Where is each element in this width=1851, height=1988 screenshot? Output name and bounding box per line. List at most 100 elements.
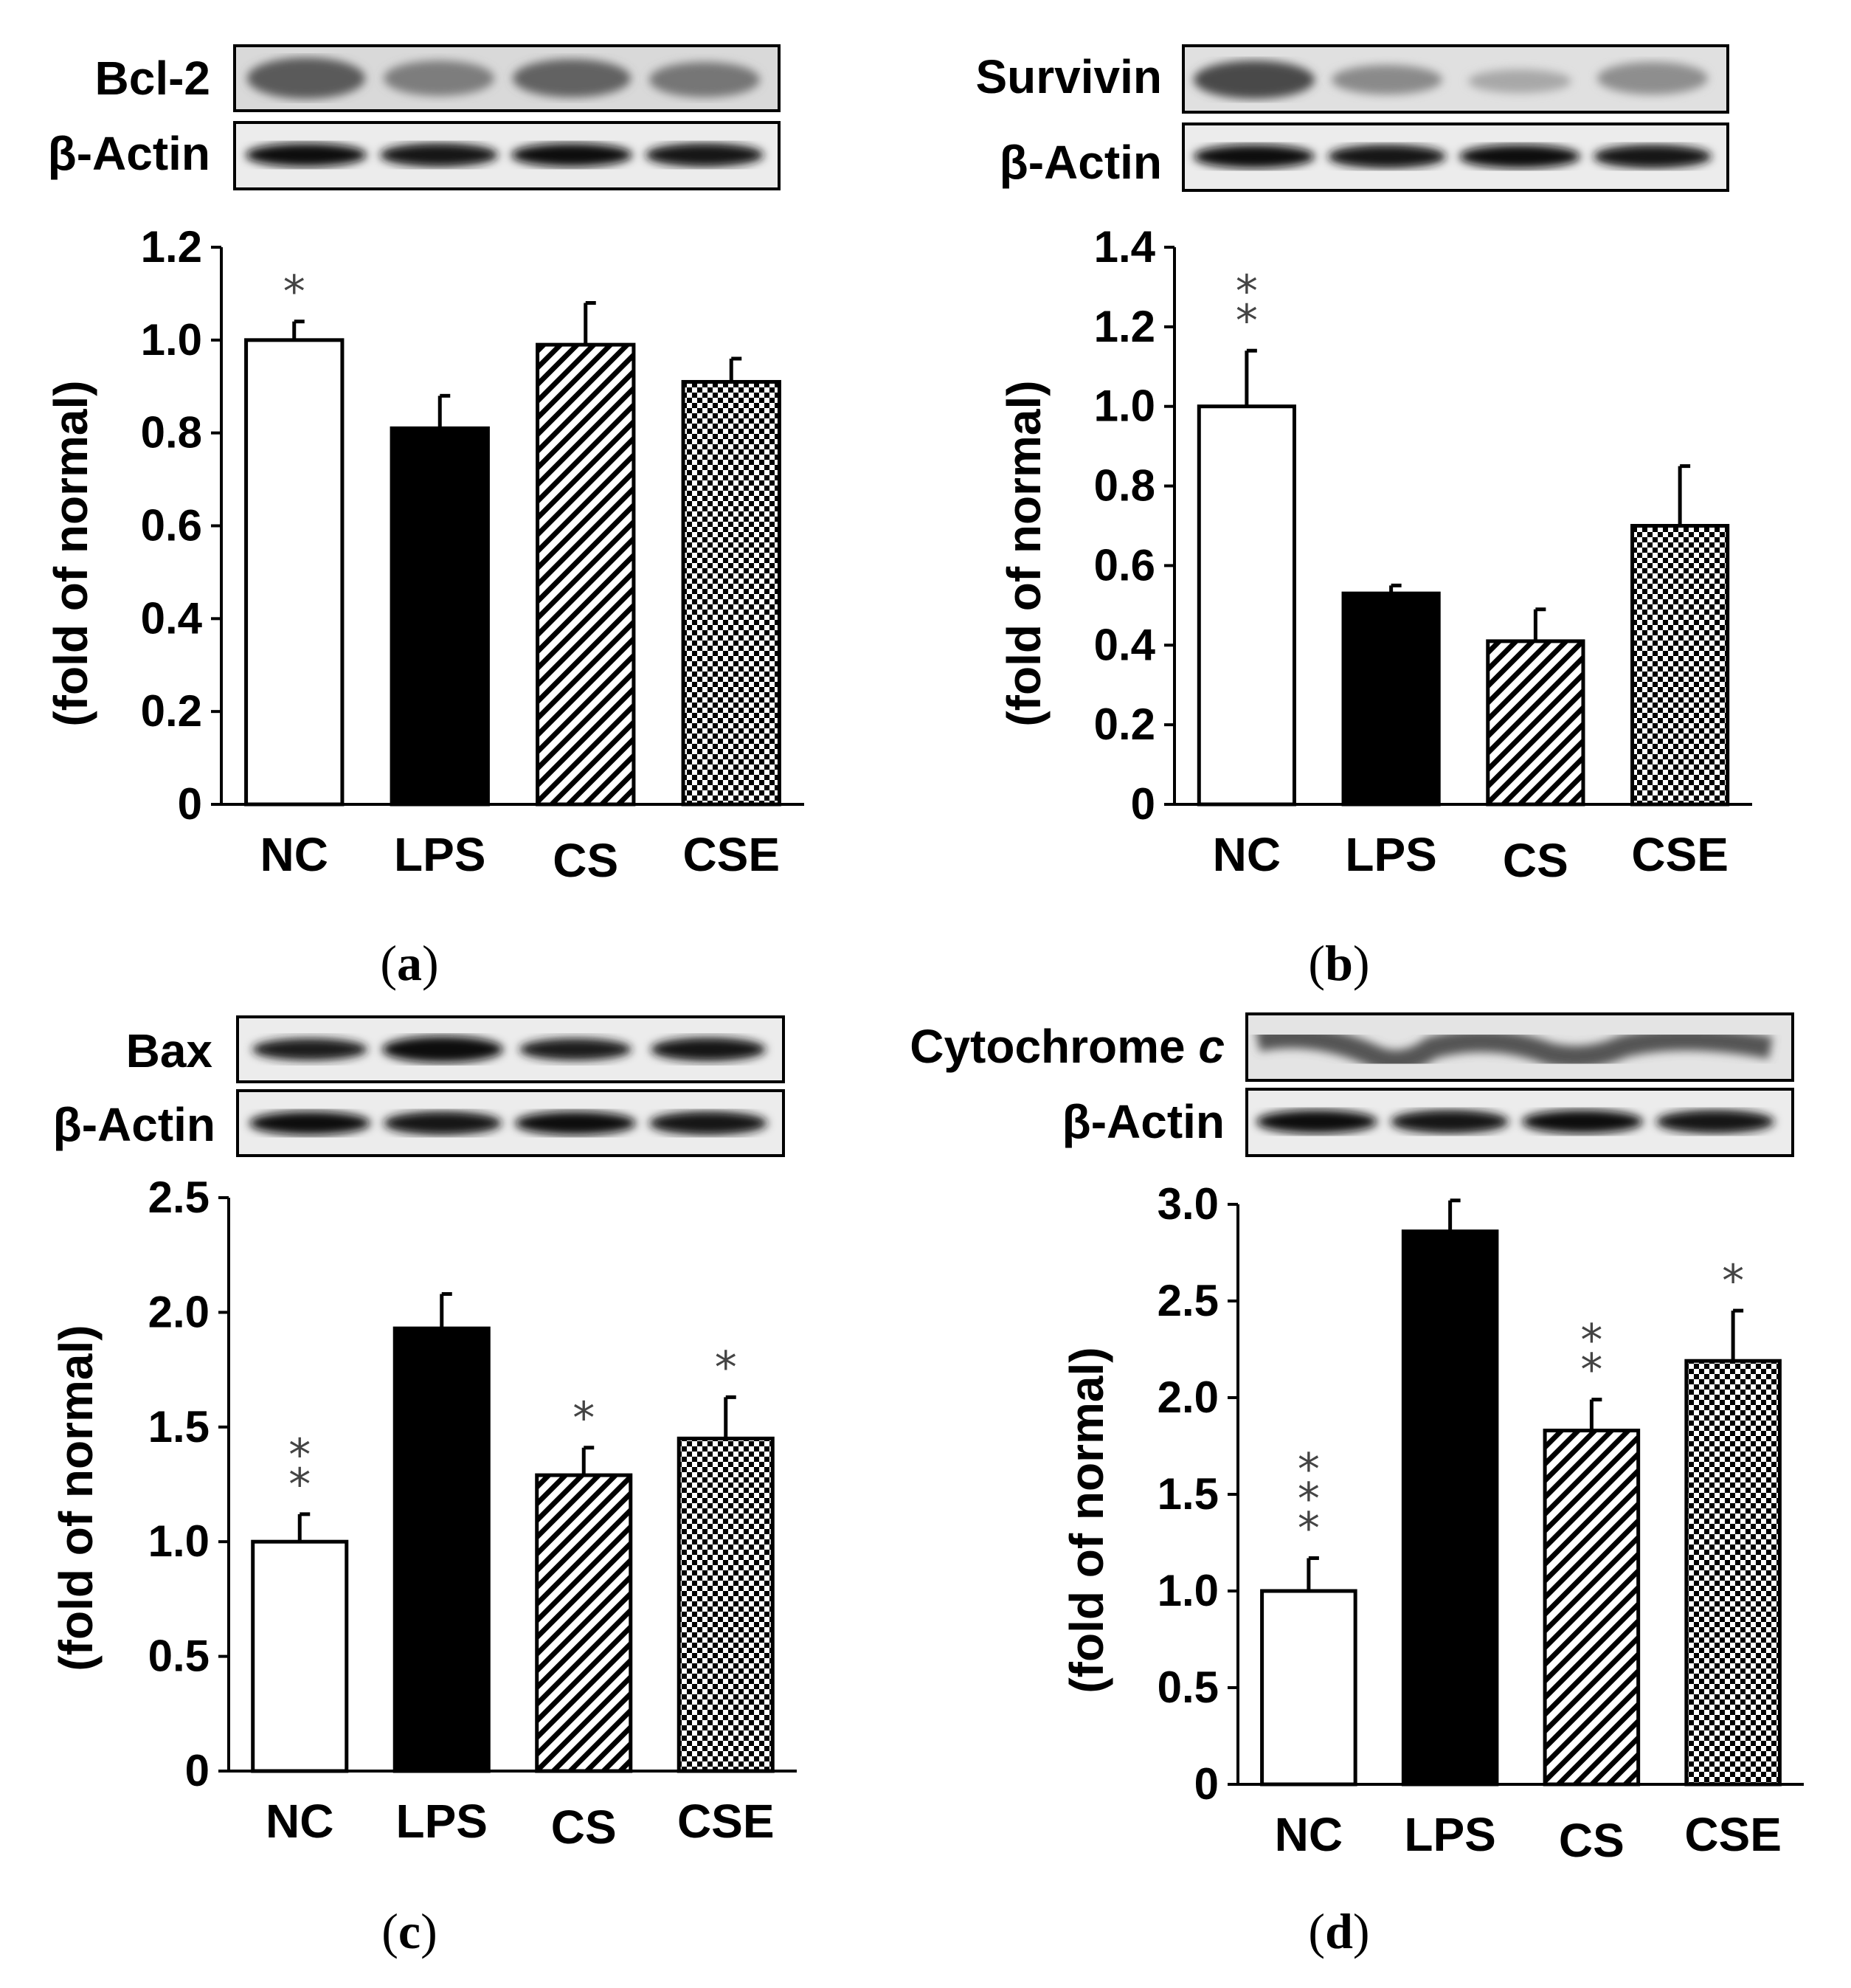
bar-cse [677,1436,775,1773]
panel-a: Bcl-2 β-Actin (fold of normal) 0 0.2 0.4 0.… [44,44,804,991]
caption-letter: b [1325,935,1353,991]
bar-cs [1486,639,1585,807]
y-tick-label: 0.5 [148,1632,210,1681]
bar-lps [392,1326,491,1773]
caption-letter: c [398,1903,421,1959]
blot-control-label: β-Actin [48,127,210,180]
chart-b: 0 0.2 0.4 0.6 0.8 1.0 1.2 1.4 ** NC LPS CS CSE [1094,222,1752,887]
blot-target-label: Cytochrome c [910,1020,1225,1073]
chart-d: 00.51.01.52.02.53.0***NC LPS**CS*CSE [1158,1179,1804,1867]
x-tick-label-cse: CSE [1684,1808,1782,1861]
bar-lps [1401,1229,1499,1787]
y-tick-label: 1.5 [1158,1469,1219,1519]
y-tick-label: 1.0 [141,315,202,365]
significance-star: * [1236,295,1258,347]
blot-a: Bcl-2 β-Actin [48,44,781,190]
x-tick-label-lps: LPS [1404,1808,1495,1861]
bar-cse [1684,1359,1782,1787]
y-tick-label: 0.6 [141,501,202,551]
blot-control-label: β-Actin [53,1098,215,1151]
bar-cse [681,379,781,807]
y-tick-label: 0.2 [141,686,202,736]
y-tick-label: 0.8 [1094,461,1155,511]
bar-cs [536,342,636,807]
y-axis-label: (fold of normal) [49,1325,103,1671]
y-tick-label: 0.5 [1158,1663,1219,1712]
x-tick-label-cs: CS [1559,1814,1625,1867]
y-tick-label: 1.2 [141,222,202,272]
y-tick-label: 1.0 [1094,382,1155,431]
y-tick-label: 0 [1131,779,1155,829]
bar-lps [1341,591,1441,807]
significance-star: * [288,1429,311,1481]
y-tick-label: 1.5 [148,1402,210,1452]
significance-star: * [1580,1345,1602,1396]
panel-b: Survivin β-Actin (fold of normal) 0 0.2 0.… [975,44,1752,991]
significance-star: * [715,1342,737,1393]
blot-b: Survivin β-Actin [975,44,1729,192]
y-axis-label: (fold of normal) [44,380,97,726]
y-tick-label: 1.2 [1094,302,1155,351]
blot-control-label: β-Actin [1000,136,1162,189]
panel-caption: (c) [381,1903,437,1959]
x-tick-label-cs: CS [553,834,618,887]
y-axis-label: (fold of normal) [997,380,1051,726]
x-tick-label-nc: NC [266,1795,333,1848]
bar-nc [251,1539,349,1773]
significance-star: * [283,266,305,318]
y-tick-label: 0 [178,779,202,829]
x-tick-label-cs: CS [551,1801,617,1854]
blot-target-label: Bax [126,1024,213,1077]
x-tick-label-lps: LPS [396,1795,488,1848]
caption-letter: d [1325,1903,1353,1959]
bar-nc [1260,1589,1357,1787]
bar-nc [1197,404,1296,807]
significance-star: * [1580,1315,1602,1367]
y-tick-label: 3.0 [1158,1179,1219,1229]
bar-cs [1543,1429,1641,1787]
bar-lps [390,426,490,807]
significance-star: * [1298,1502,1320,1554]
panel-caption: (a) [380,935,438,991]
significance-star: * [1722,1255,1744,1307]
x-tick-label-cse: CSE [1631,828,1729,881]
significance-star: * [1298,1473,1320,1525]
significance-star: * [1298,1443,1320,1495]
blot-target-italic: c [1198,1020,1225,1073]
x-tick-label-nc: NC [1275,1808,1343,1861]
chart-a: 0 0.2 0.4 0.6 0.8 1.0 1.2 * NC LPS CS CSE [141,222,804,887]
y-tick-label: 2.0 [148,1287,210,1336]
y-tick-label: 2.5 [1158,1276,1219,1325]
panel-caption: (d) [1308,1903,1369,1959]
x-tick-label-lps: LPS [394,828,485,881]
chart-c: 00.51.01.52.02.5**NC LPS*CS*CSE [148,1173,797,1854]
blot-control-label: β-Actin [1062,1095,1225,1148]
y-tick-label: 0.2 [1094,700,1155,749]
y-tick-label: 0.6 [1094,540,1155,590]
caption-letter: a [397,935,422,991]
x-tick-label-cs: CS [1503,834,1568,887]
y-tick-label: 1.0 [148,1516,210,1566]
y-tick-label: 2.5 [148,1173,210,1222]
x-tick-label-cse: CSE [677,1795,775,1848]
bar-cs [535,1473,633,1773]
bar-nc [244,338,345,807]
blot-c: Bax β-Actin [53,1015,785,1157]
x-tick-label-nc: NC [1213,828,1281,881]
blot-d: Cytochrome c β-Actin [910,1012,1794,1157]
y-tick-label: 0 [185,1746,210,1795]
y-axis-label: (fold of normal) [1060,1347,1113,1693]
significance-star: * [288,1459,311,1511]
panel-c: Bax β-Actin (fold of normal) 0 0.5 1.0 1.5 2… [49,1015,797,1959]
x-tick-label-lps: LPS [1345,828,1436,881]
blot-target-text: Cytochrome [910,1020,1198,1073]
y-tick-label: 0.8 [141,408,202,458]
x-tick-label-cse: CSE [682,828,780,881]
y-tick-label: 2.0 [1158,1373,1219,1422]
y-tick-label: 0 [1194,1759,1219,1809]
bar-cse [1630,524,1730,807]
y-tick-label: 0.4 [1094,620,1156,669]
y-tick-label: 0.4 [141,593,203,643]
x-tick-label-nc: NC [260,828,328,881]
